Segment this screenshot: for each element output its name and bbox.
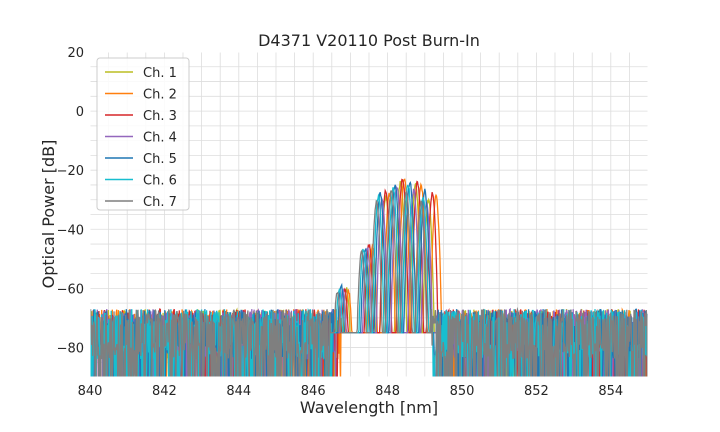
y-ticks: 20 0 −20 −40 −60 −80: [57, 46, 84, 356]
x-tick-label: 854: [598, 384, 623, 399]
y-tick-label: −80: [57, 341, 84, 356]
x-tick-label: 844: [226, 384, 251, 399]
series-line: [90, 190, 648, 377]
legend-label: Ch. 5: [143, 152, 177, 167]
legend-label: Ch. 4: [143, 131, 177, 146]
legend-box: [96, 57, 190, 211]
legend-label: Ch. 7: [143, 195, 177, 210]
y-tick-label: 0: [76, 105, 84, 120]
chart-title: D4371 V20110 Post Burn-In: [258, 31, 480, 50]
x-tick-label: 842: [152, 384, 177, 399]
legend-label: Ch. 2: [143, 88, 177, 103]
plot-frame: [89, 51, 649, 378]
y-axis-label: Optical Power [dB]: [39, 140, 58, 289]
y-tick-label: −60: [57, 282, 84, 297]
legend-label: Ch. 1: [143, 66, 177, 81]
x-ticks: 840 842 844 846 848 850 852 854: [78, 384, 624, 399]
x-tick-label: 852: [524, 384, 549, 399]
y-tick-label: −40: [57, 223, 84, 238]
x-tick-label: 846: [301, 384, 326, 399]
legend-label: Ch. 6: [143, 174, 177, 189]
legend-label: Ch. 3: [143, 109, 177, 124]
plot-area: [90, 178, 648, 377]
y-tick-label: 20: [67, 46, 84, 61]
legend: Ch. 1 Ch. 2 Ch. 3 Ch. 4 Ch. 5 Ch. 6 Ch. 7: [96, 57, 190, 211]
x-tick-label: 850: [450, 384, 475, 399]
x-tick-label: 840: [78, 384, 103, 399]
x-axis-label: Wavelength [nm]: [300, 398, 438, 417]
x-tick-label: 848: [375, 384, 400, 399]
y-tick-label: −20: [57, 164, 84, 179]
